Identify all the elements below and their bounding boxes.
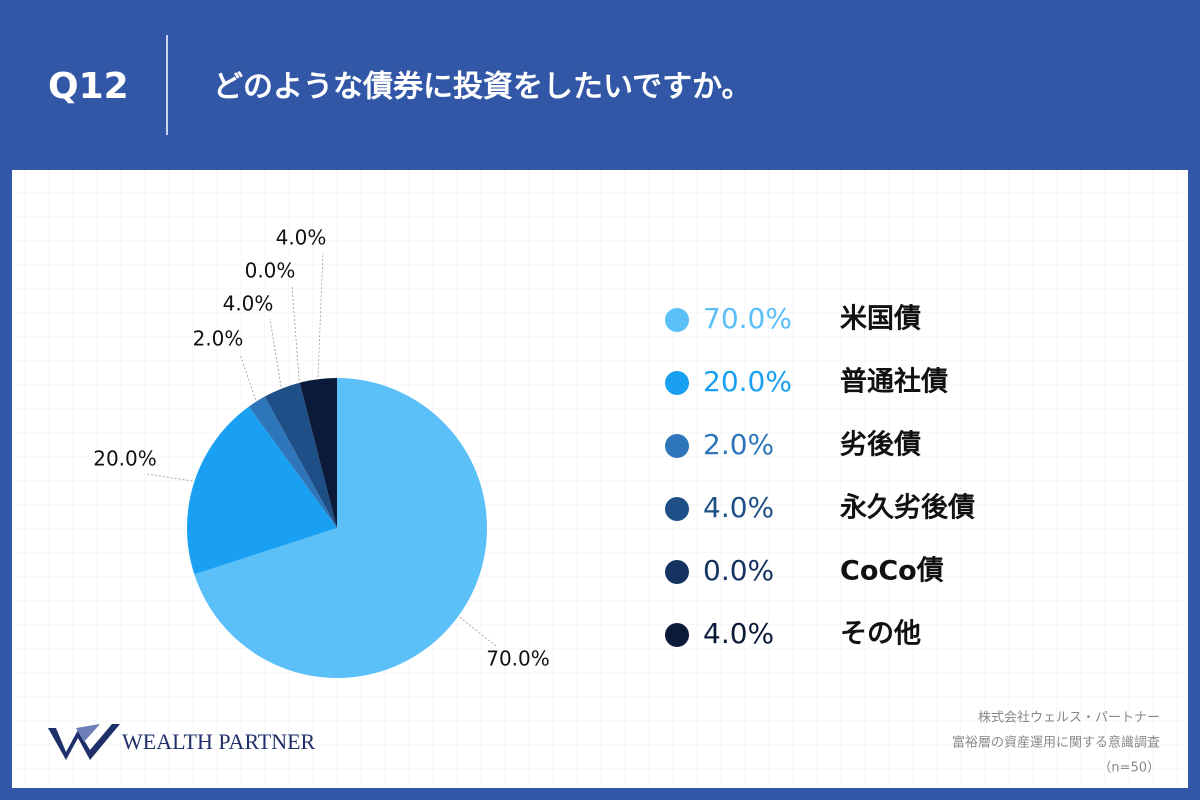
- legend-swatch: [665, 497, 689, 521]
- leader-line: [269, 318, 282, 387]
- source-line: 富裕層の資産運用に関する意識調査: [952, 735, 1160, 751]
- pie-slice: [264, 382, 337, 528]
- slice-label: 4.0%: [276, 226, 327, 250]
- legend-value: 0.0%: [703, 554, 774, 587]
- logo-accent: [76, 724, 100, 742]
- legend-value: 2.0%: [703, 428, 774, 461]
- leader-line: [239, 353, 256, 400]
- slice-label: 20.0%: [93, 447, 157, 471]
- legend-label: 米国債: [840, 304, 921, 335]
- question-text: どのような債券に投資をしたいですか。: [213, 70, 752, 105]
- slice-label: 70.0%: [486, 647, 550, 671]
- source-line: 株式会社ウェルス・パートナー: [978, 710, 1160, 726]
- legend-value: 20.0%: [703, 365, 792, 398]
- question-number: Q12: [48, 66, 129, 107]
- legend-swatch: [665, 623, 689, 647]
- card-grid: [12, 170, 1188, 788]
- legend-swatch: [665, 371, 689, 395]
- slice-label: 4.0%: [223, 292, 274, 316]
- legend-value: 4.0%: [703, 491, 774, 524]
- legend-label: その他: [840, 619, 921, 650]
- slice-label: 2.0%: [193, 327, 244, 351]
- pie-slice: [299, 378, 337, 528]
- legend-label: 普通社債: [840, 366, 948, 398]
- legend-swatch: [665, 308, 689, 332]
- leader-line: [317, 252, 324, 378]
- source-line: （n=50）: [1098, 761, 1160, 776]
- brand: WEALTH PARTNER: [122, 729, 316, 754]
- pie-slice: [186, 406, 337, 575]
- legend-swatch: [665, 560, 689, 584]
- legend-value: 70.0%: [703, 302, 792, 335]
- legend-label: CoCo債: [840, 556, 944, 587]
- legend-label: 永久劣後債: [839, 493, 975, 524]
- pie-slice: [248, 396, 337, 528]
- slice-label: 0.0%: [245, 259, 296, 283]
- legend-swatch: [665, 434, 689, 458]
- legend-value: 4.0%: [703, 617, 774, 650]
- legend-label: 劣後債: [840, 430, 921, 461]
- logo: [48, 724, 120, 760]
- pie-slice: [194, 378, 487, 678]
